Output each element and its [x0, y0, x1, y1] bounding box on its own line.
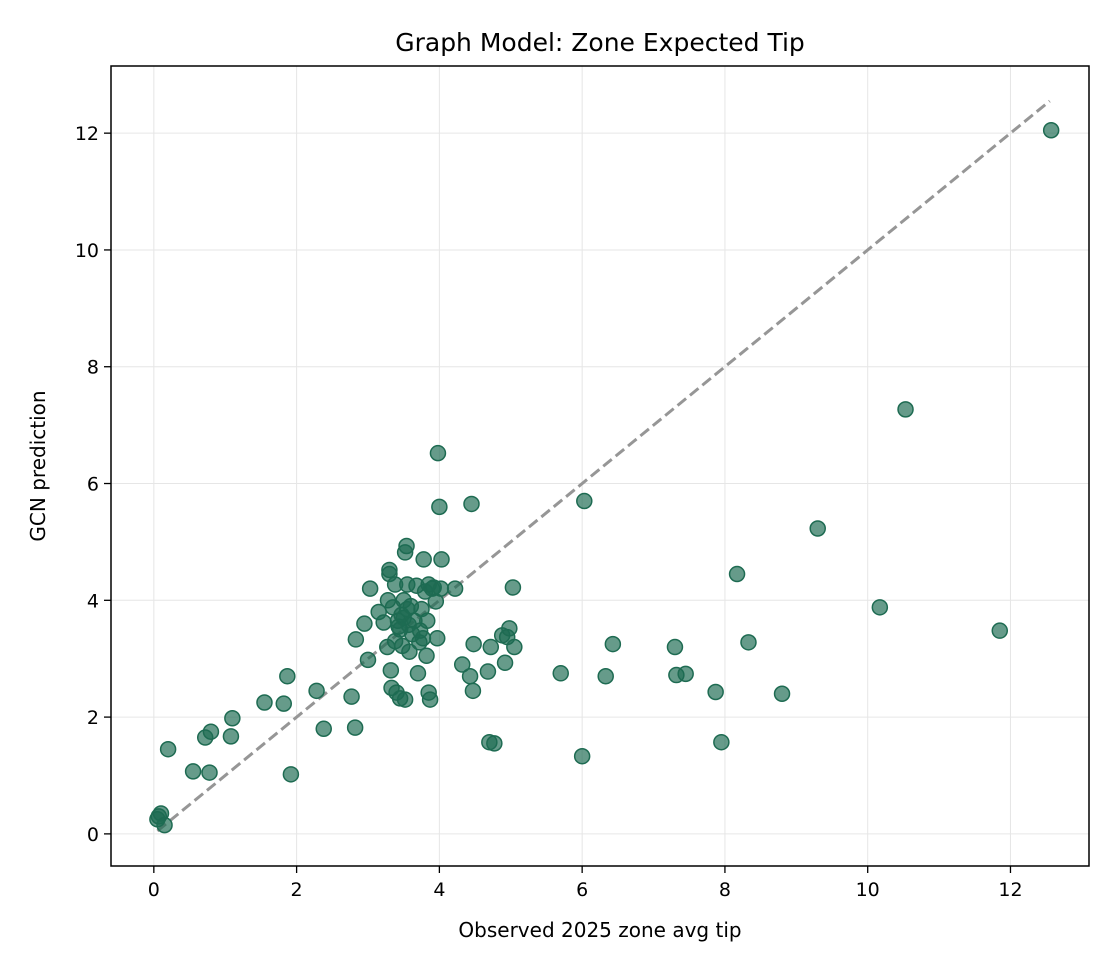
- data-point: [552, 665, 569, 682]
- data-point: [464, 682, 482, 700]
- y-tick-label: 6: [87, 474, 99, 496]
- data-point: [740, 634, 757, 651]
- data-point: [707, 683, 724, 701]
- data-point: [428, 630, 446, 647]
- y-tick-label: 10: [75, 240, 99, 262]
- data-point: [482, 638, 500, 656]
- data-point: [486, 735, 503, 752]
- data-point: [604, 635, 622, 653]
- y-tick-label: 2: [87, 707, 99, 729]
- data-point: [375, 614, 392, 631]
- data-point: [156, 816, 173, 834]
- data-point: [275, 695, 293, 712]
- data-point: [409, 665, 427, 682]
- data-point: [315, 720, 332, 738]
- grid: [111, 66, 1089, 866]
- data-point: [479, 663, 497, 680]
- reference-line-layer: [156, 99, 1051, 833]
- data-point: [308, 682, 325, 700]
- data-point: [396, 691, 414, 708]
- y-tick-label: 4: [87, 590, 99, 612]
- y-tick-label: 8: [87, 357, 99, 379]
- x-tick-label: 6: [576, 879, 588, 901]
- data-point: [506, 638, 523, 656]
- data-point: [343, 688, 360, 705]
- data-point: [461, 667, 479, 685]
- data-points: [149, 121, 1060, 834]
- y-axis-label: GCN prediction: [26, 390, 50, 541]
- x-tick-label: 10: [856, 879, 880, 901]
- data-point: [573, 747, 591, 765]
- data-point: [677, 665, 694, 683]
- data-point: [418, 612, 436, 629]
- x-tick-label: 8: [719, 879, 731, 901]
- x-tick-label: 2: [291, 879, 303, 901]
- y-tick-label: 12: [75, 123, 99, 145]
- data-point: [728, 565, 746, 583]
- data-point: [666, 638, 684, 656]
- data-point: [501, 620, 518, 637]
- data-point: [453, 656, 471, 673]
- data-point: [871, 599, 889, 616]
- data-point: [222, 728, 240, 745]
- data-point: [202, 723, 220, 740]
- data-point: [414, 630, 432, 647]
- data-point: [809, 520, 826, 537]
- data-point: [773, 685, 791, 702]
- data-point: [359, 651, 377, 669]
- data-point: [504, 579, 522, 596]
- reference-line: [156, 99, 1051, 833]
- data-point: [415, 551, 432, 568]
- data-point: [401, 643, 418, 660]
- data-point: [463, 495, 480, 513]
- data-point: [991, 622, 1009, 639]
- data-point: [421, 691, 439, 708]
- data-point: [1042, 121, 1060, 139]
- axis-ticks: 0 2 4 6 8 10 12 0 2 4 6 8 10 12: [75, 123, 1023, 901]
- data-point: [576, 492, 593, 510]
- data-point: [433, 551, 450, 568]
- data-point: [381, 561, 398, 579]
- x-axis-label: Observed 2025 zone avg tip: [458, 918, 741, 942]
- data-point: [356, 615, 373, 632]
- x-tick-label: 12: [998, 879, 1022, 901]
- chart-title: Graph Model: Zone Expected Tip: [395, 28, 805, 57]
- data-point: [184, 763, 202, 780]
- data-point: [597, 667, 614, 685]
- data-point: [446, 580, 464, 597]
- data-point: [224, 710, 241, 727]
- data-point: [361, 580, 379, 597]
- x-tick-label: 4: [433, 879, 445, 901]
- data-point: [347, 631, 365, 648]
- data-point: [713, 733, 730, 751]
- data-point: [431, 498, 448, 516]
- plot-frame: [110, 65, 1090, 867]
- y-tick-label: 0: [87, 824, 99, 846]
- data-point: [382, 662, 400, 679]
- data-point: [465, 635, 482, 653]
- data-point: [418, 647, 435, 665]
- data-point: [159, 740, 177, 758]
- data-point: [496, 654, 514, 672]
- data-point: [398, 537, 415, 555]
- data-point: [279, 667, 296, 685]
- data-point: [201, 764, 218, 781]
- data-point: [282, 766, 300, 783]
- data-point: [897, 401, 914, 418]
- data-point: [346, 719, 364, 736]
- data-point: [432, 580, 450, 597]
- x-tick-label: 0: [148, 879, 160, 901]
- data-point: [429, 444, 447, 462]
- data-point: [256, 694, 273, 711]
